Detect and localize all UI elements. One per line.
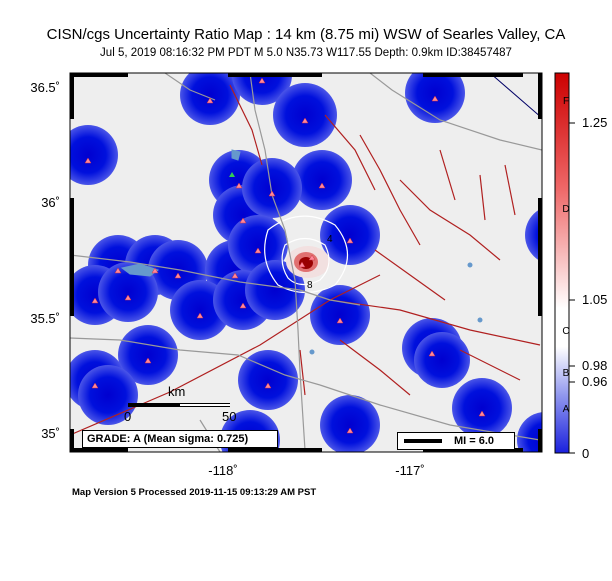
- scale-bar-max: 50: [222, 409, 237, 424]
- colorbar-tick-1-05: 1.05: [582, 292, 608, 307]
- colorbar-tick-1-25: 1.25: [582, 115, 608, 130]
- colorbar-ticks: [569, 122, 575, 454]
- colorbar: [554, 72, 570, 454]
- colorbar-grade-f: F: [562, 96, 570, 107]
- colorbar-grade-c: C: [562, 326, 570, 337]
- lat-label-36-5: 36.5˚: [30, 80, 60, 95]
- lon-label-117: -117˚: [395, 463, 425, 478]
- mi-legend-bar: [404, 439, 442, 443]
- colorbar-grade-b: B: [562, 368, 570, 379]
- boundary-line: [489, 73, 542, 119]
- colorbar-tick-0-96: 0.96: [582, 374, 608, 389]
- scale-bar: [128, 403, 230, 407]
- lat-label-36: 36˚: [41, 195, 60, 210]
- water-bodies: [120, 149, 483, 355]
- scale-bar-unit: km: [168, 384, 186, 399]
- lat-label-35: 35˚: [41, 426, 60, 441]
- lat-label-35-5: 35.5˚: [30, 311, 60, 326]
- lon-label-118: -118˚: [208, 463, 238, 478]
- contour-label-4: 4: [327, 234, 333, 245]
- map-footer: Map Version 5 Processed 2019-11-15 09:13…: [72, 487, 317, 498]
- station-marker-green: [229, 172, 235, 177]
- grade-box: GRADE: A (Mean sigma: 0.725): [82, 430, 278, 448]
- colorbar-grade-d: D: [562, 204, 570, 215]
- colorbar-tick-0-98: 0.98: [582, 358, 608, 373]
- frame-ticks: [70, 73, 542, 452]
- map-title: CISN/cgs Uncertainty Ratio Map : 14 km (…: [46, 26, 566, 43]
- fault-lines: [70, 84, 541, 436]
- colorbar-tick-0: 0: [582, 446, 590, 461]
- station-markers: [84, 77, 542, 449]
- scale-bar-min: 0: [124, 409, 132, 424]
- mi-legend-label: MI = 6.0: [454, 435, 495, 447]
- mi-legend-box: MI = 6.0: [397, 432, 515, 450]
- colorbar-grade-a: A: [562, 404, 570, 415]
- contour-label-8: 8: [307, 280, 313, 291]
- map-subtitle: Jul 5, 2019 08:16:32 PM PDT M 5.0 N35.73…: [100, 47, 512, 59]
